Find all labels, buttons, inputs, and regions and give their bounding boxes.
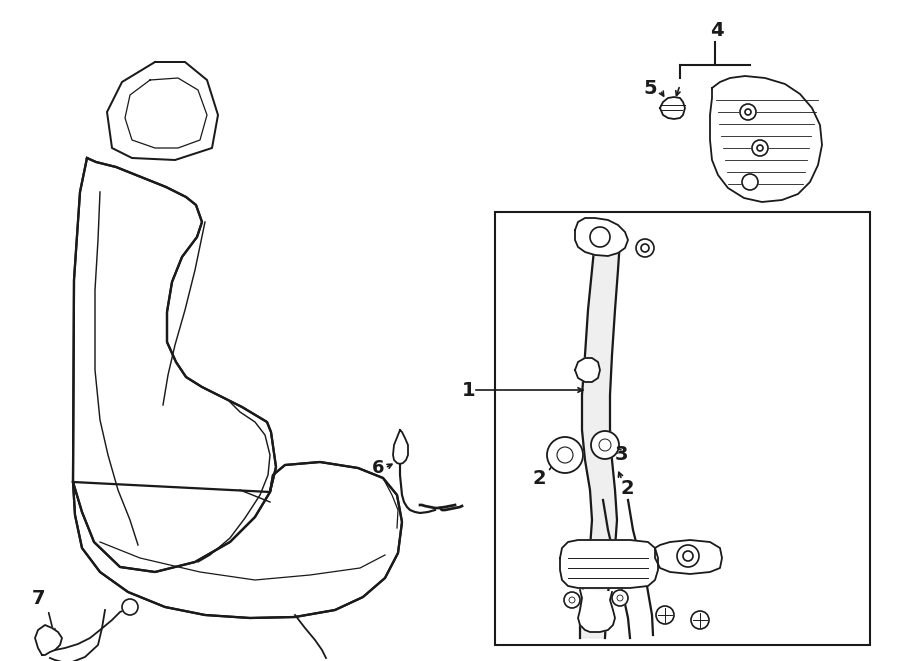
Polygon shape [655, 540, 722, 574]
Text: 2: 2 [620, 479, 634, 498]
Polygon shape [660, 97, 685, 119]
Polygon shape [710, 76, 822, 202]
Circle shape [569, 597, 575, 603]
Polygon shape [578, 590, 615, 632]
Polygon shape [73, 462, 402, 618]
Text: 5: 5 [643, 79, 657, 98]
Circle shape [617, 595, 623, 601]
Text: 3: 3 [615, 446, 628, 465]
Polygon shape [73, 158, 276, 572]
Text: 7: 7 [32, 588, 46, 607]
Circle shape [612, 590, 628, 606]
Polygon shape [107, 62, 218, 160]
Bar [495, 212, 870, 645]
Text: 1: 1 [462, 381, 475, 399]
Circle shape [122, 599, 138, 615]
Text: 2: 2 [533, 469, 546, 488]
Circle shape [745, 109, 751, 115]
Circle shape [683, 551, 693, 561]
Circle shape [641, 244, 649, 252]
Circle shape [599, 439, 611, 451]
Circle shape [564, 592, 580, 608]
Circle shape [740, 104, 756, 120]
Circle shape [590, 227, 610, 247]
Circle shape [557, 447, 573, 463]
Polygon shape [580, 240, 620, 638]
Polygon shape [73, 462, 402, 618]
Polygon shape [393, 430, 408, 464]
Circle shape [547, 437, 583, 473]
Circle shape [636, 239, 654, 257]
Polygon shape [575, 218, 628, 256]
Circle shape [691, 611, 709, 629]
Circle shape [742, 174, 758, 190]
Polygon shape [560, 540, 658, 588]
Text: 6: 6 [372, 459, 384, 477]
Circle shape [677, 545, 699, 567]
Polygon shape [73, 158, 276, 572]
Circle shape [591, 431, 619, 459]
Circle shape [757, 145, 763, 151]
Circle shape [752, 140, 768, 156]
Polygon shape [575, 358, 600, 382]
Circle shape [656, 606, 674, 624]
Text: 4: 4 [710, 20, 724, 40]
Polygon shape [35, 625, 62, 655]
